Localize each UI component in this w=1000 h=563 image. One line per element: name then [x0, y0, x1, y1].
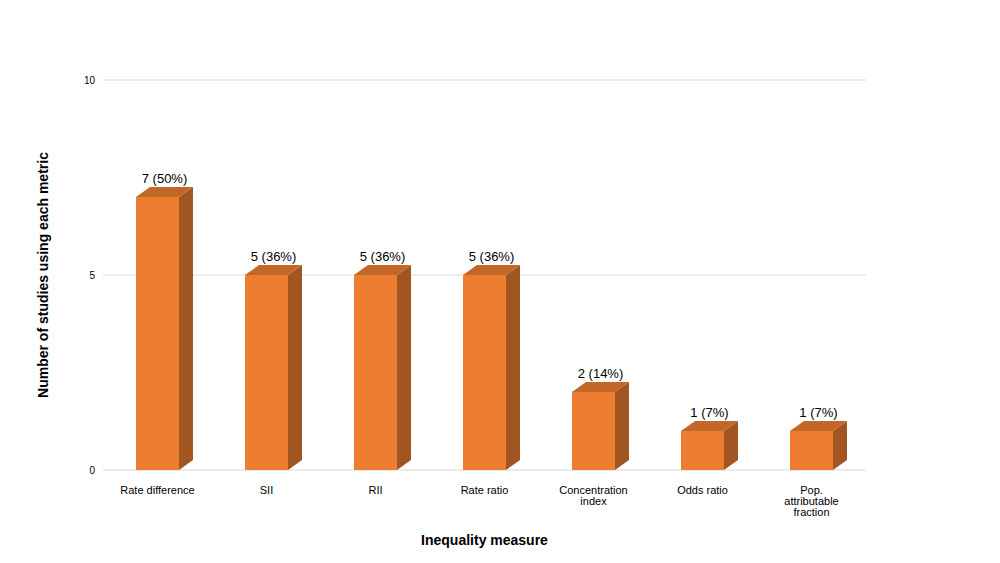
svg-text:SII: SII [260, 484, 273, 496]
svg-text:1 (7%): 1 (7%) [799, 405, 837, 420]
svg-text:7 (50%): 7 (50%) [142, 171, 188, 186]
svg-text:10: 10 [84, 75, 96, 86]
svg-text:1 (7%): 1 (7%) [690, 405, 728, 420]
svg-text:Number of studies using each m: Number of studies using each metric [35, 152, 51, 398]
svg-text:5 (36%): 5 (36%) [360, 249, 406, 264]
svg-text:RII: RII [368, 484, 382, 496]
svg-text:Rate difference: Rate difference [120, 484, 194, 496]
svg-text:5: 5 [89, 270, 95, 281]
svg-text:5 (36%): 5 (36%) [469, 249, 515, 264]
svg-text:Concentrationindex: Concentrationindex [559, 484, 628, 507]
svg-text:2 (14%): 2 (14%) [578, 366, 624, 381]
svg-text:5 (36%): 5 (36%) [251, 249, 297, 264]
svg-text:Pop.attributablefraction: Pop.attributablefraction [784, 484, 838, 518]
svg-text:Odds ratio: Odds ratio [677, 484, 728, 496]
svg-text:Inequality measure: Inequality measure [421, 532, 548, 548]
svg-text:0: 0 [89, 465, 95, 476]
svg-text:Rate ratio: Rate ratio [461, 484, 509, 496]
